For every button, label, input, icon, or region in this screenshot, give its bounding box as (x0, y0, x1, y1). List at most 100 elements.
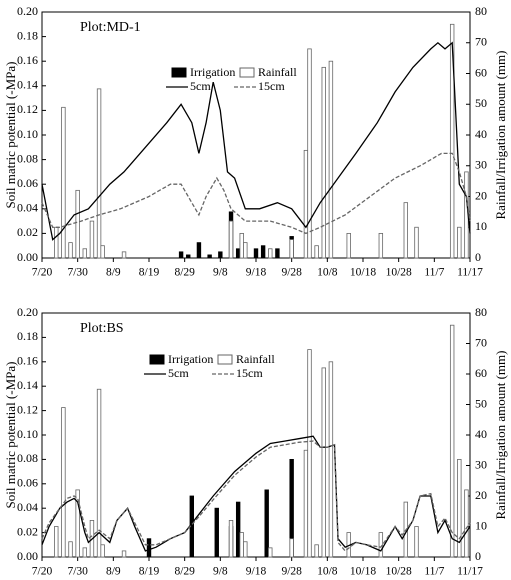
bar (321, 66, 326, 259)
y2-tick-label: 50 (475, 396, 487, 410)
y2-tick-label: 20 (475, 188, 487, 202)
x-tick-label: 10/8 (317, 267, 338, 279)
bar (121, 550, 127, 558)
y-tick-label: 0.02 (17, 524, 38, 538)
x-tick-label: 9/18 (246, 267, 267, 279)
y-tick-label: 0.18 (17, 28, 38, 42)
y2-tick-label: 10 (475, 219, 487, 233)
bar (146, 538, 152, 558)
x-tick-label: 7/20 (32, 267, 53, 279)
bar (289, 239, 294, 259)
bar (403, 202, 408, 259)
bar (54, 226, 59, 259)
bar (307, 349, 312, 558)
y-tick-label: 0.16 (17, 53, 38, 67)
y-tick-label: 0.16 (17, 354, 38, 368)
x-tick-label: 8/9 (106, 566, 121, 578)
bar (239, 232, 244, 259)
bar (264, 489, 269, 558)
bar (82, 547, 87, 558)
bar (378, 232, 384, 259)
bar (321, 367, 326, 558)
x-tick-label: 8/19 (139, 566, 160, 578)
bar (239, 532, 244, 558)
x-tick-label: 10/8 (317, 566, 338, 578)
y-tick-label: 0.20 (17, 305, 38, 319)
legend-label: Irrigation (190, 65, 235, 79)
bar (54, 526, 59, 558)
y-tick-label: 0.06 (17, 476, 38, 490)
y2-tick-label: 40 (475, 427, 487, 441)
bar (457, 458, 462, 558)
x-tick-label: 8/29 (174, 267, 195, 279)
bar (378, 532, 384, 558)
y2-tick-label: 30 (475, 158, 487, 172)
bar (96, 88, 102, 259)
bar (449, 324, 455, 558)
bar (449, 23, 455, 259)
bar (260, 245, 266, 259)
bar (228, 220, 234, 259)
bar (75, 189, 80, 259)
x-tick-label: 10/28 (386, 267, 412, 279)
y2-tick-label: 20 (475, 488, 487, 502)
bar (328, 361, 334, 558)
legend-label: 5cm (190, 79, 211, 93)
y-tick-label: 0.14 (17, 378, 38, 392)
legend-swatch (149, 354, 165, 365)
legend-swatch (239, 67, 255, 78)
y2-tick-label: 80 (475, 4, 487, 18)
y2-axis-label: Rainfall/Irrigation amount (mm) (493, 351, 508, 520)
y2-tick-label: 60 (475, 65, 487, 79)
y-tick-label: 0.12 (17, 102, 38, 116)
bar (235, 501, 241, 558)
bar (207, 254, 212, 259)
x-tick-label: 11/7 (424, 267, 444, 279)
legend-label: 15cm (236, 366, 263, 380)
y-axis-label: Soil matric potential (-MPa) (3, 62, 18, 209)
bar (275, 248, 280, 259)
x-tick-label: 9/8 (213, 267, 228, 279)
bar (303, 149, 309, 259)
x-tick-label: 9/28 (281, 566, 302, 578)
x-tick-label: 10/18 (350, 566, 376, 578)
bar (235, 248, 241, 259)
bar (82, 248, 87, 259)
x-tick-label: 9/28 (281, 267, 302, 279)
bar (75, 489, 80, 558)
bar (243, 541, 248, 558)
y-tick-label: 0.20 (17, 4, 38, 18)
y-tick-label: 0.08 (17, 151, 38, 165)
legend-swatch (171, 67, 187, 78)
bar (186, 254, 191, 259)
y2-tick-label: 50 (475, 96, 487, 110)
y2-tick-label: 10 (475, 518, 487, 532)
bar (68, 541, 73, 558)
x-tick-label: 11/17 (457, 566, 483, 578)
bar (314, 245, 319, 259)
legend-label: Rainfall (258, 65, 297, 79)
bar (100, 245, 105, 259)
x-tick-label: 9/8 (213, 566, 228, 578)
y-tick-label: 0.04 (17, 201, 38, 215)
legend-label: Rainfall (236, 352, 275, 366)
bar (89, 220, 95, 259)
bar (243, 242, 248, 259)
y-tick-label: 0.14 (17, 78, 38, 92)
bar (121, 251, 127, 259)
legend-label: Irrigation (168, 352, 213, 366)
bar (303, 449, 309, 558)
bar (178, 251, 184, 259)
bar (68, 242, 73, 259)
bar (314, 544, 319, 558)
y2-tick-label: 70 (475, 335, 487, 349)
y-tick-label: 0.18 (17, 329, 38, 343)
bar (228, 520, 234, 558)
legend-label: 5cm (168, 366, 189, 380)
x-tick-label: 7/20 (32, 566, 53, 578)
bar (96, 388, 102, 558)
line (41, 435, 471, 552)
x-tick-label: 11/7 (424, 566, 444, 578)
y-axis-label: Soil matric potential (-MPa) (3, 362, 18, 509)
